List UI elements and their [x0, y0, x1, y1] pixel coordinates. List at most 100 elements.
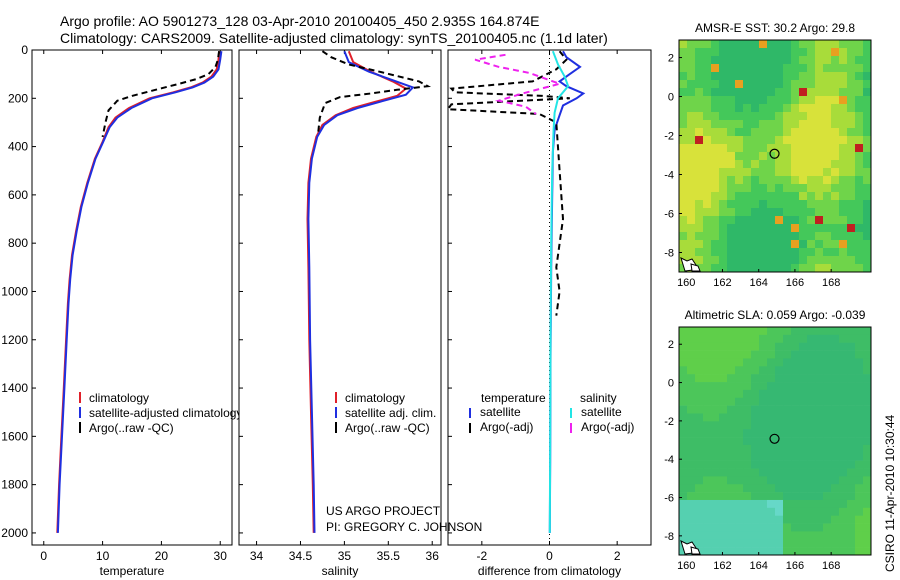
sst-map-cell	[743, 48, 752, 57]
sla-map-cell	[791, 531, 800, 540]
sla-map-cell	[847, 429, 856, 438]
sst-map-cell	[807, 80, 816, 89]
sla-map-cell	[839, 327, 848, 336]
sla-map-cell	[687, 382, 696, 391]
sst-map-cell	[735, 56, 744, 65]
sst-map-cell	[767, 216, 776, 225]
sst-map-cell	[807, 160, 816, 169]
sla-map-cell	[751, 515, 760, 524]
sla-map-cell	[703, 413, 712, 422]
sst-map-xtick-label: 168	[822, 277, 840, 289]
sst-map-cell	[751, 216, 760, 225]
sla-map-cell	[735, 429, 744, 438]
sst-map-cell	[687, 216, 696, 225]
sst-map-cell	[847, 88, 856, 97]
sst-map-cell	[679, 240, 688, 249]
sst-map-cell	[775, 152, 784, 161]
sst-map-cell	[855, 136, 864, 145]
sst-map-xtick-label: 160	[677, 277, 695, 289]
sst-map-cell	[783, 184, 792, 193]
sla-map-cell	[719, 468, 728, 477]
sla-map-cell	[751, 547, 760, 556]
sla-map-cell	[695, 468, 704, 477]
sst-map-cell	[679, 232, 688, 241]
sla-map-title: Altimetric SLA: 0.059 Argo: -0.039	[685, 308, 866, 322]
sla-map-cell	[687, 429, 696, 438]
sst-map-cell	[807, 216, 816, 225]
sla-map-cell	[703, 452, 712, 461]
sla-map-cell	[831, 350, 840, 359]
sla-map-cell	[703, 460, 712, 469]
sla-map-cell	[831, 499, 840, 509]
sst-map-cell	[695, 104, 704, 113]
sla-map-cell	[727, 334, 736, 344]
sla-map-cell	[687, 358, 696, 367]
sla-map-cell	[847, 484, 856, 493]
sst-map-cell	[815, 120, 824, 129]
sst-map-cell	[855, 192, 864, 201]
sla-map-cell	[687, 405, 696, 414]
sst-map-cell	[687, 128, 696, 137]
difference-xtick-label: 0	[546, 549, 553, 563]
sla-map-cell	[743, 444, 752, 454]
sst-map-cell	[687, 176, 696, 185]
sla-map-cell	[839, 444, 848, 454]
sla-map-cell	[727, 444, 736, 454]
sla-map-cell	[783, 437, 792, 446]
sla-map-cell	[679, 374, 688, 383]
sst-map-cell	[695, 128, 704, 137]
sla-map-cell	[807, 484, 816, 493]
sst-map-cell	[815, 208, 824, 217]
sla-map-cell	[847, 327, 856, 336]
sst-map-cell	[799, 264, 808, 273]
sst-map-cell	[823, 200, 832, 209]
sst-map-cell	[831, 224, 840, 233]
sla-map-cell	[815, 374, 824, 383]
sla-map-cell	[735, 499, 744, 509]
sla-map-cell	[847, 342, 856, 351]
sst-map-cell	[719, 200, 728, 209]
sla-map-cell	[695, 342, 704, 351]
sst-map-cell	[863, 64, 872, 73]
sst-map-cell	[839, 248, 848, 257]
sst-map-cell	[719, 96, 728, 105]
sla-map-cell	[807, 476, 816, 485]
sst-map-cell	[751, 104, 760, 113]
sst-map-cell	[735, 200, 744, 209]
sst-map-cell	[791, 208, 800, 217]
sst-map-cell	[863, 168, 872, 177]
sst-map-cell	[687, 56, 696, 65]
sla-map-cell	[807, 499, 816, 509]
sla-map-cell	[815, 437, 824, 446]
legend-entry-3: Argo(-adj)	[581, 420, 634, 434]
sst-map-cell	[847, 184, 856, 193]
sst-map-cell	[823, 208, 832, 217]
sla-map-cell	[679, 492, 688, 501]
sst-map-cell	[735, 152, 744, 161]
sst-map-cell	[759, 80, 768, 89]
sst-map-cell	[839, 264, 848, 273]
sla-map-cell	[687, 421, 696, 430]
sla-map-cell	[719, 492, 728, 501]
sla-map-cell	[759, 444, 768, 454]
sla-map-cell	[687, 531, 696, 540]
sla-map-cell	[743, 437, 752, 446]
sla-map-cell	[831, 389, 840, 399]
sst-map-cell	[767, 176, 776, 185]
sst-map-cell	[775, 264, 784, 273]
sla-map-cell	[775, 539, 784, 548]
sla-map-cell	[847, 413, 856, 422]
sla-map-cell	[687, 389, 696, 399]
sst-map-cell	[679, 224, 688, 233]
sst-map-cell	[783, 72, 792, 81]
sst-map-cell	[711, 216, 720, 225]
sst-map-cell	[727, 248, 736, 257]
sla-map-cell	[791, 342, 800, 351]
sla-map-cell	[711, 421, 720, 430]
temperature-panel: 0 10 20 30 0 200 400 600 800 1000 1200 1400 1600 1800…	[1, 43, 242, 578]
sla-map-cell	[687, 374, 696, 383]
sla-map-cell	[679, 476, 688, 485]
sla-map-cell	[807, 452, 816, 461]
sst-map-cell	[735, 184, 744, 193]
sst-map-cell	[687, 240, 696, 249]
